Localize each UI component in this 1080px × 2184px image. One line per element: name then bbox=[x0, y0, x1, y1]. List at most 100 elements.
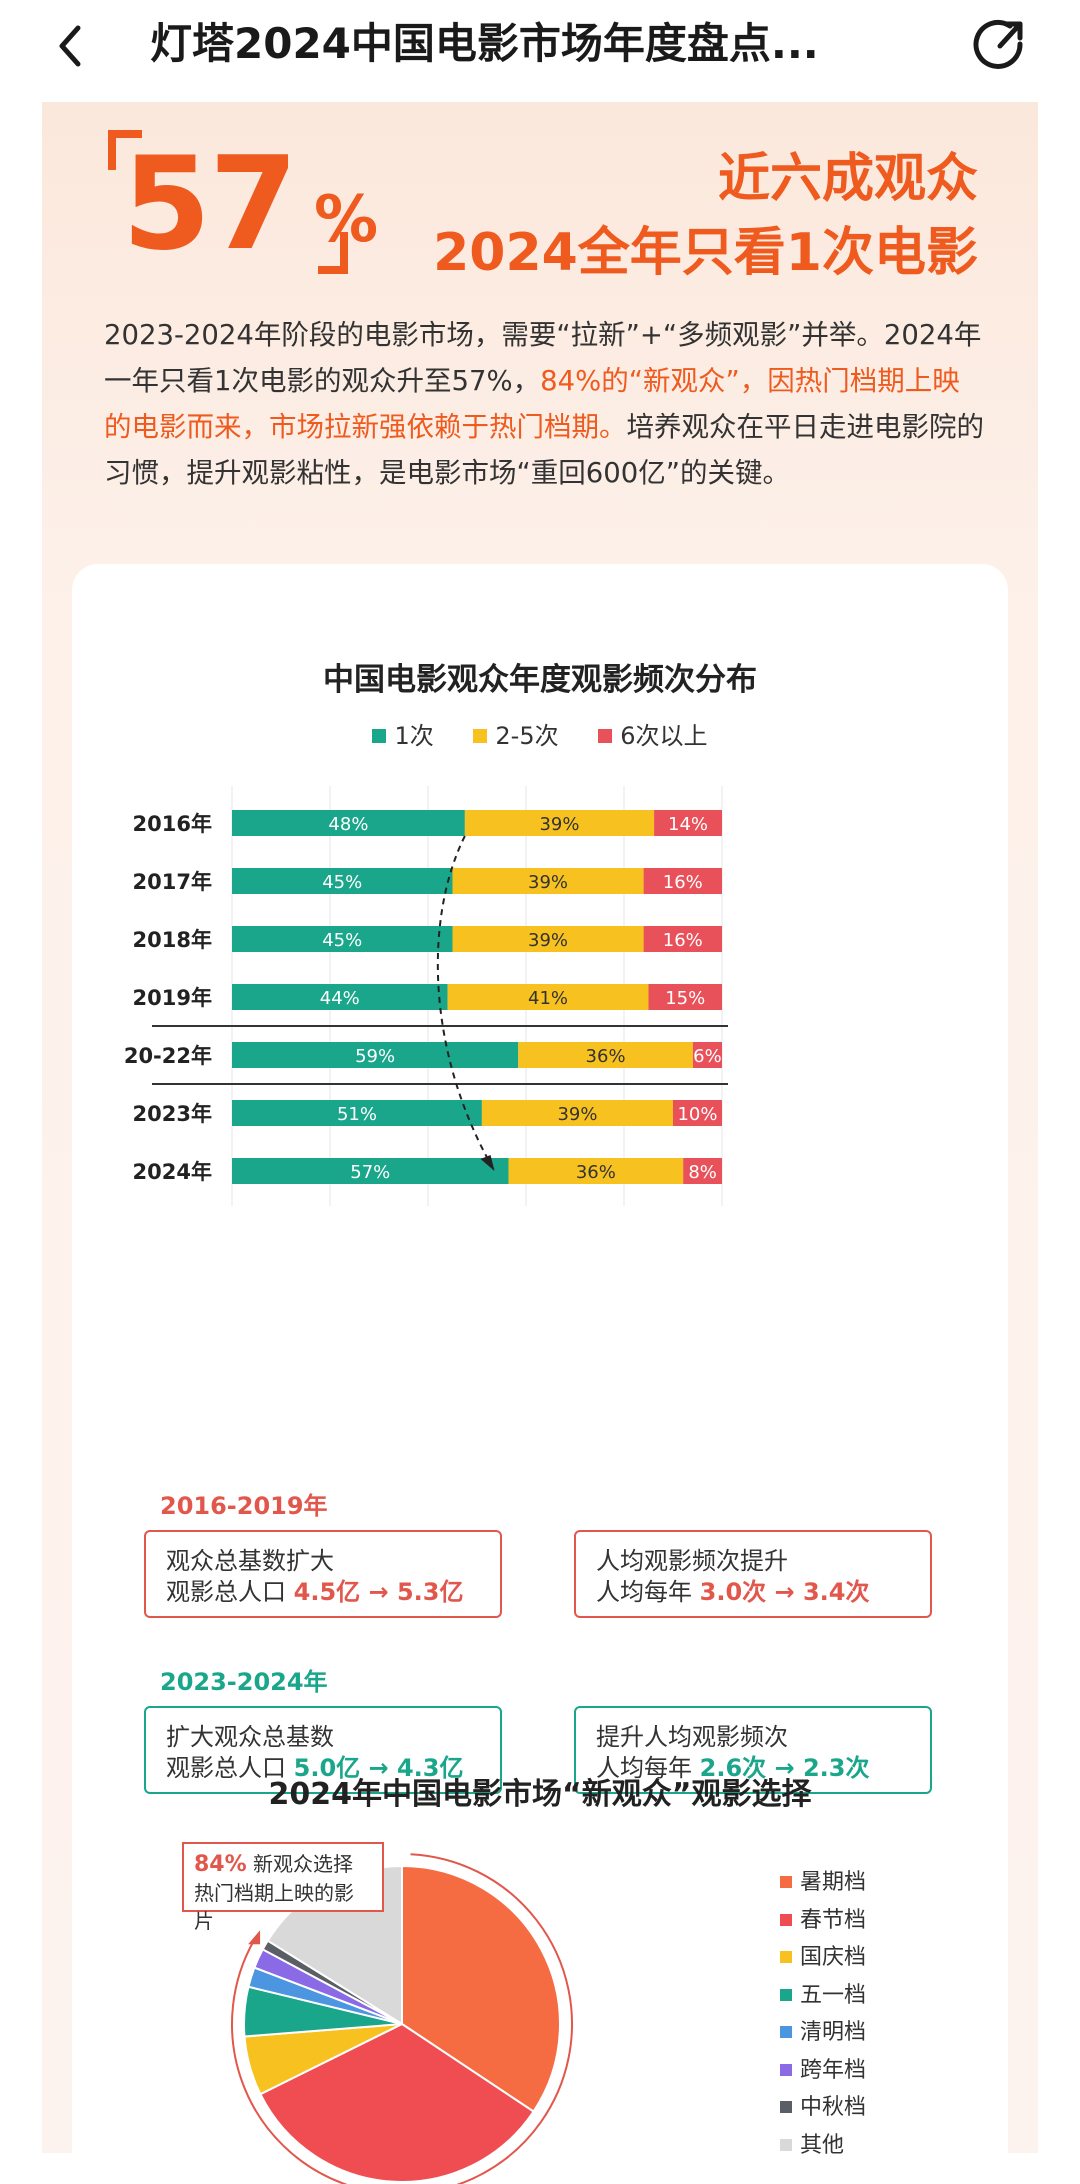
data-label: 16% bbox=[663, 930, 703, 951]
legend-label-3: 6次以上 bbox=[620, 722, 708, 750]
data-label: 6% bbox=[693, 1046, 722, 1067]
info-box-heading: 人均观影频次提升 bbox=[596, 1547, 788, 1575]
info-box-prefix: 人均每年 bbox=[596, 1578, 700, 1606]
bar-segment bbox=[452, 926, 644, 952]
callout-box: 84% 新观众选择 热门档期上映的影片 bbox=[182, 1842, 384, 1933]
pie-legend-label: 五一档 bbox=[800, 1982, 867, 2008]
pie-legend-item: 春节档 bbox=[780, 1902, 866, 1940]
pie-legend-swatch bbox=[780, 1988, 792, 2001]
article-content[interactable]: 57 % 近六成观众 2024全年只看1次电影 2023-2024年阶段的电影市… bbox=[42, 102, 1038, 2184]
legend-item-1: 1次 bbox=[372, 716, 434, 751]
category-label: 2019年 bbox=[133, 986, 212, 1010]
pie-chart-legend: 暑期档春节档国庆档五一档清明档跨年档中秋档其他 bbox=[780, 1864, 866, 2164]
pie-legend-label: 中秋档 bbox=[800, 2095, 867, 2120]
info-box-audience-base-2: 扩大观众总基数 观影总人口 5.0亿 → 4.3亿 bbox=[144, 1706, 502, 1794]
period-label-2023-2024: 2023-2024年 bbox=[160, 1668, 328, 1696]
category-label: 2018年 bbox=[133, 928, 212, 952]
info-box-detail: 人均每年 3.0次 → 3.4次 bbox=[596, 1577, 910, 1608]
hero-percent-sign: % bbox=[314, 183, 379, 257]
share-arc-arrowhead bbox=[248, 1930, 261, 1945]
bar-segment bbox=[673, 1100, 722, 1126]
bar-segment bbox=[643, 868, 722, 894]
data-label: 51% bbox=[337, 1104, 377, 1125]
data-label: 39% bbox=[557, 1104, 597, 1125]
chevron-left-icon bbox=[59, 25, 81, 67]
data-label: 59% bbox=[355, 1046, 395, 1067]
pie-legend-label: 国庆档 bbox=[800, 1945, 867, 1970]
info-box-prefix: 观影总人口 bbox=[166, 1578, 294, 1606]
bar-segment bbox=[232, 868, 453, 894]
data-label: 14% bbox=[668, 814, 708, 835]
intro-paragraph: 2023-2024年阶段的电影市场，需要“拉新”+“多频观影”并举。2024年一… bbox=[104, 312, 984, 496]
pie-legend-item: 五一档 bbox=[780, 1977, 866, 2015]
info-box-frequency-2: 提升人均观影频次 人均每年 2.6次 → 2.3次 bbox=[574, 1706, 932, 1794]
data-label: 45% bbox=[322, 930, 362, 951]
info-box-detail: 人均每年 2.6次 → 2.3次 bbox=[596, 1753, 910, 1784]
pie-legend-item: 其他 bbox=[780, 2127, 866, 2165]
trend-arrow bbox=[436, 835, 496, 1172]
pie-legend-swatch bbox=[780, 2138, 792, 2151]
pie-legend-swatch bbox=[780, 1876, 792, 1888]
pie-chart-title: 2024年中国电影市场“新观众”观影选择 bbox=[268, 1777, 812, 1812]
back-button[interactable] bbox=[52, 18, 112, 74]
pie-legend-item: 跨年档 bbox=[780, 2052, 866, 2090]
pie-legend-item: 暑期档 bbox=[780, 1864, 866, 1902]
data-label: 36% bbox=[576, 1162, 616, 1183]
infographic-card: 中国电影观众年度观影频次分布 1次 2-5次 6次以上 2016年 48% 39% 1… bbox=[72, 564, 1008, 2184]
bar-segment bbox=[452, 868, 644, 894]
bar-segment bbox=[508, 1158, 684, 1184]
pie-legend-swatch bbox=[780, 2101, 792, 2113]
bar-segment bbox=[683, 1158, 722, 1184]
data-label: 45% bbox=[322, 872, 362, 893]
legend-swatch-1 bbox=[372, 729, 387, 743]
bar-segment bbox=[648, 984, 722, 1010]
bar-segment bbox=[518, 1042, 693, 1068]
bar-segment bbox=[481, 1100, 673, 1126]
bar-segment bbox=[232, 810, 465, 836]
info-box-heading: 观众总基数扩大 bbox=[166, 1547, 334, 1575]
pie-legend-label: 暑期档 bbox=[800, 1870, 867, 1895]
bar-segment bbox=[447, 984, 649, 1010]
pie-legend-swatch bbox=[780, 1951, 792, 1963]
bar-segment bbox=[692, 1042, 722, 1068]
bar-chart-title: 中国电影观众年度观影频次分布 bbox=[323, 662, 757, 698]
info-box-value: 2.6次 → 2.3次 bbox=[699, 1754, 870, 1782]
share-button[interactable] bbox=[970, 16, 1030, 76]
bar-segment bbox=[232, 984, 448, 1010]
callout-text-1: 新观众选择 bbox=[246, 1852, 354, 1876]
bar-chart-legend: 1次 2-5次 6次以上 bbox=[72, 716, 1008, 751]
share-icon bbox=[973, 19, 1023, 69]
category-label: 2016年 bbox=[133, 812, 212, 836]
bar-segment bbox=[232, 1100, 482, 1126]
intro-highlight: 84%的“新观众”，因热门档期上映的电影而来，市场拉新强依赖于热门档期。 bbox=[104, 365, 960, 443]
category-label: 20-22年 bbox=[124, 1044, 212, 1068]
callout-line-1: 84% 新观众选择 bbox=[194, 1850, 372, 1879]
data-label: 57% bbox=[350, 1162, 390, 1183]
legend-item-3: 6次以上 bbox=[598, 716, 708, 751]
pie-legend-label: 清明档 bbox=[800, 2020, 867, 2045]
info-box-frequency-1: 人均观影频次提升 人均每年 3.0次 → 3.4次 bbox=[574, 1530, 932, 1618]
bar-segment bbox=[232, 1158, 509, 1184]
data-label: 39% bbox=[528, 930, 568, 951]
top-nav-bar: 灯塔2024中国电影市场年度盘点... bbox=[0, 0, 1080, 90]
bar-segment bbox=[464, 810, 655, 836]
pie-legend-label: 其他 bbox=[800, 2132, 845, 2158]
hero-headline: 近六成观众 2024全年只看1次电影 bbox=[433, 142, 978, 290]
info-box-detail: 观影总人口 4.5亿 → 5.3亿 bbox=[166, 1577, 480, 1608]
pie-legend-item: 清明档 bbox=[780, 2014, 866, 2052]
data-label: 39% bbox=[539, 814, 579, 835]
pie-legend-item: 国庆档 bbox=[780, 1939, 866, 1977]
trend-arrowhead bbox=[480, 1155, 495, 1171]
data-label: 44% bbox=[320, 988, 360, 1009]
category-label: 2023年 bbox=[133, 1102, 212, 1126]
info-box-value: 3.0次 → 3.4次 bbox=[699, 1578, 870, 1606]
data-label: 39% bbox=[528, 872, 568, 893]
bar-segment bbox=[654, 810, 722, 836]
data-label: 16% bbox=[663, 872, 703, 893]
pie-legend-swatch bbox=[780, 1913, 792, 1926]
callout-value: 84% bbox=[194, 1852, 247, 1877]
callout-line-2: 热门档期上映的影片 bbox=[194, 1881, 354, 1933]
data-label: 8% bbox=[688, 1162, 717, 1183]
page-title: 灯塔2024中国电影市场年度盘点... bbox=[150, 19, 819, 68]
legend-swatch-3 bbox=[598, 729, 613, 743]
